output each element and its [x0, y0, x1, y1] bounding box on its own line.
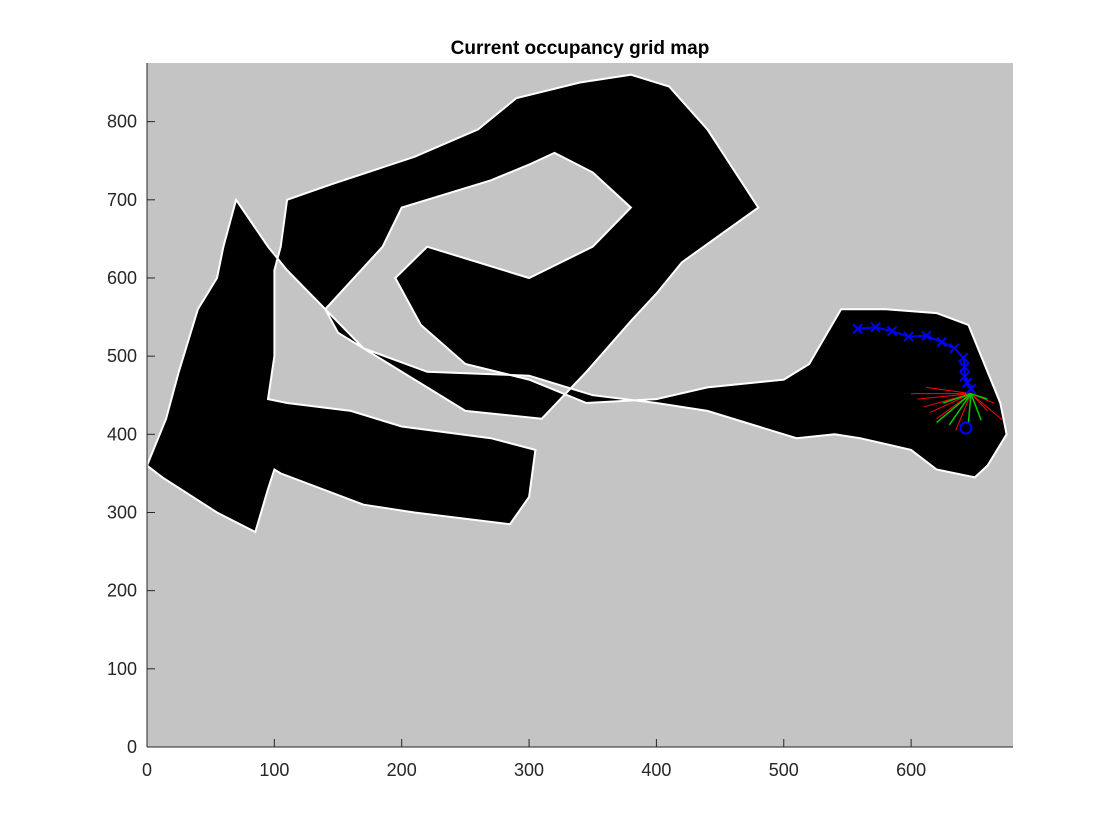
y-tick-label: 700 [107, 190, 137, 210]
robot-marker [959, 421, 973, 435]
trajectory-point [886, 325, 898, 337]
trajectory-point-stroke [958, 352, 969, 363]
x-tick-label: 0 [142, 760, 152, 780]
trajectory-point [959, 371, 970, 382]
trajectory-point-stroke [936, 336, 947, 348]
trajectory-point [958, 352, 969, 363]
y-tick-label: 300 [107, 502, 137, 522]
y-tick-label: 200 [107, 581, 137, 601]
trajectory-point [961, 377, 973, 388]
laser-free-ray [948, 393, 972, 426]
trajectory-point-stroke [965, 383, 977, 395]
chart-title: Current occupancy grid map [451, 38, 710, 59]
trajectory-point-stroke [921, 330, 932, 342]
laser-free-ray [942, 392, 972, 404]
explored-region-main-corridor [145, 73, 1008, 534]
x-tick-label: 600 [896, 760, 926, 780]
trajectory-point [959, 361, 970, 373]
trajectory-point-stroke [852, 323, 863, 334]
laser-hit-ray [917, 393, 972, 400]
y-tick-label: 500 [107, 346, 137, 366]
laser-hit-ray [970, 393, 1004, 421]
x-tick-label: 200 [387, 760, 417, 780]
plot-area [145, 63, 1013, 747]
trajectory-point-stroke [886, 325, 898, 337]
robot-position-circle [959, 421, 973, 435]
trajectory-point-stroke [903, 331, 914, 342]
laser-free-ray [936, 393, 972, 424]
trajectory-point [965, 383, 977, 395]
trajectory-point [903, 331, 914, 342]
y-tick-label: 0 [127, 737, 137, 757]
y-tick-label: 800 [107, 112, 137, 132]
trajectory-point [921, 330, 932, 342]
trajectory-point-stroke [870, 322, 881, 333]
x-tick-label: 500 [769, 760, 799, 780]
laser-hit-ray [955, 393, 972, 431]
explored-free-space [145, 73, 1008, 534]
trajectory-point [949, 343, 960, 354]
laser-hit-ray [926, 386, 972, 395]
trajectory-point [852, 323, 863, 334]
laser-scan-rays [911, 386, 1004, 431]
x-tick-label: 300 [514, 760, 544, 780]
trajectory-point [870, 322, 881, 333]
laser-free-ray [967, 393, 972, 423]
y-tick-label: 600 [107, 268, 137, 288]
trajectory-point-stroke [961, 377, 973, 388]
laser-free-ray [970, 392, 988, 400]
x-tick-label: 100 [259, 760, 289, 780]
laser-hit-ray [930, 393, 972, 413]
trajectory-point [936, 336, 947, 348]
axes: 0 100 200 300 400 500 600 0 100 200 300 400 500 600 70… [107, 63, 1013, 780]
y-tick-label: 400 [107, 424, 137, 444]
x-tick-label: 400 [641, 760, 671, 780]
robot-trajectory [852, 322, 977, 395]
trajectory-point-stroke [949, 343, 960, 354]
trajectory-point-stroke [959, 371, 970, 382]
y-tick-label: 100 [107, 659, 137, 679]
trajectory-point-stroke [959, 361, 970, 373]
laser-free-ray [970, 393, 982, 421]
